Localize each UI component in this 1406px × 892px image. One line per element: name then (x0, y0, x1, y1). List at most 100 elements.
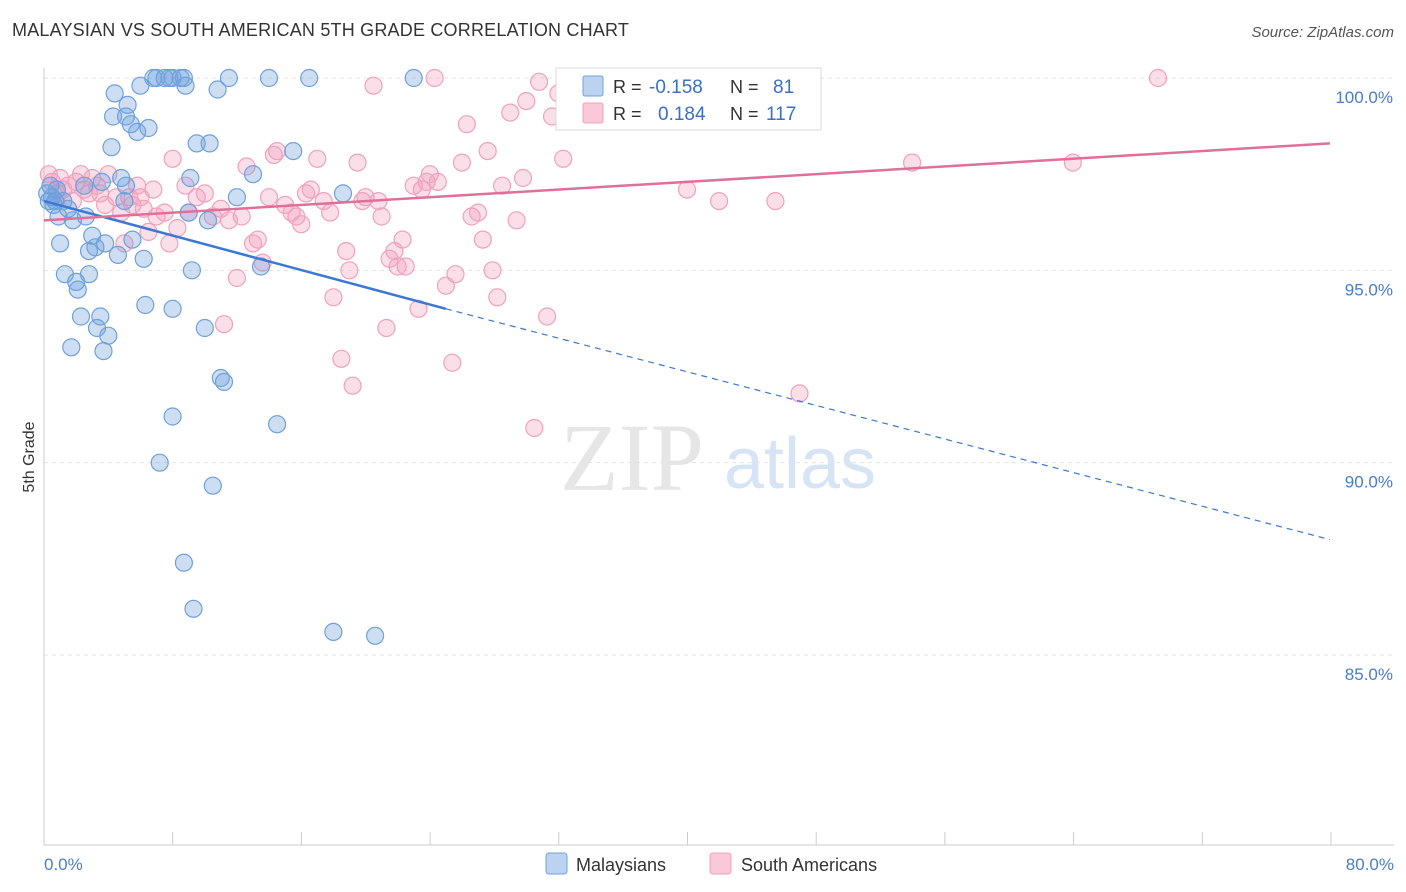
bottom-legend-swatch-malaysians (545, 852, 568, 875)
point-malaysians (259, 68, 279, 88)
point-south-americans (446, 265, 465, 284)
point-malaysians (243, 165, 263, 184)
point-malaysians (404, 68, 423, 88)
point-south-americans (324, 288, 343, 307)
point-malaysians (92, 172, 112, 191)
point-south-americans (248, 230, 267, 249)
legend-box-swatch-south-americans (582, 102, 604, 124)
axes (43, 68, 1394, 846)
legend-box: R = -0.158 N = 81 R = 0.184 N = 117 (555, 67, 822, 131)
y-tick-label: 95.0% (1345, 280, 1393, 299)
point-south-americans (452, 153, 471, 172)
point-south-americans (468, 203, 488, 222)
y-axis-label: 5th Grade (21, 421, 38, 492)
point-malaysians (139, 118, 158, 138)
point-south-americans (396, 257, 415, 276)
point-south-americans (428, 172, 447, 191)
point-south-americans (321, 203, 340, 222)
point-south-americans (709, 192, 729, 211)
trend-line-south-americans (43, 142, 1331, 222)
point-malaysians (116, 176, 136, 195)
legend-n-label-1: N = (730, 77, 759, 97)
point-malaysians (105, 84, 124, 103)
point-malaysians (163, 407, 182, 426)
point-malaysians (95, 234, 115, 253)
point-malaysians (184, 599, 203, 618)
point-south-americans (343, 376, 362, 395)
point-malaysians (324, 622, 343, 642)
point-south-americans (214, 315, 234, 334)
point-malaysians (75, 176, 94, 195)
point-malaysians (91, 307, 110, 326)
watermark: ZIP atlas (560, 404, 876, 511)
point-south-americans (393, 230, 412, 249)
point-south-americans (766, 192, 785, 211)
point-malaysians (219, 68, 238, 88)
point-malaysians (366, 626, 385, 645)
point-malaysians (333, 184, 353, 203)
point-malaysians (115, 192, 134, 211)
point-south-americans (513, 168, 533, 188)
bottom-legend-swatch-south-americans (709, 852, 732, 875)
point-malaysians (195, 318, 214, 338)
point-malaysians (47, 180, 67, 199)
point-malaysians (176, 76, 195, 95)
point-south-americans (372, 207, 391, 226)
point-south-americans (473, 230, 492, 249)
point-south-americans (517, 91, 536, 111)
point-south-americans (168, 218, 187, 238)
point-south-americans (488, 288, 507, 307)
point-south-americans (529, 72, 549, 91)
source-label: Source: ZipAtlas.com (1251, 24, 1394, 41)
point-south-americans (902, 153, 922, 172)
point-malaysians (79, 265, 99, 284)
point-malaysians (103, 107, 123, 126)
y-tick-label: 90.0% (1345, 473, 1393, 492)
y-tick-label: 85.0% (1345, 665, 1393, 684)
point-south-americans (227, 268, 246, 288)
point-south-americans (443, 353, 462, 372)
point-malaysians (181, 168, 200, 188)
point-malaysians (94, 342, 113, 361)
point-south-americans (195, 184, 214, 203)
legend-r-value-2: 0.184 (658, 104, 706, 125)
point-south-americans (554, 149, 573, 168)
x-tick-label-max: 80.0% (1346, 855, 1394, 874)
point-south-americans (525, 418, 544, 438)
point-malaysians (227, 188, 246, 207)
point-malaysians (71, 307, 91, 326)
legend-r-value-1: -0.158 (649, 77, 703, 98)
point-malaysians (128, 122, 147, 141)
point-south-americans (314, 192, 333, 211)
point-malaysians (99, 326, 118, 345)
point-south-americans (377, 318, 396, 338)
bottom-legend-label-south-americans: South Americans (741, 855, 877, 875)
bottom-legend-label-malaysians: Malaysians (576, 855, 666, 875)
bottom-legend: Malaysians South Americans (545, 852, 877, 875)
point-south-americans (364, 76, 383, 95)
point-malaysians (284, 142, 303, 161)
point-south-americans (259, 188, 279, 207)
point-malaysians (102, 138, 121, 157)
point-malaysians (50, 234, 70, 253)
series-malaysians (38, 68, 423, 645)
point-south-americans (232, 207, 251, 226)
point-south-americans (340, 261, 359, 280)
x-ticks (43, 832, 1332, 845)
point-malaysians (203, 476, 222, 495)
point-malaysians (62, 338, 81, 357)
point-south-americans (71, 165, 91, 184)
point-south-americans (332, 349, 351, 368)
point-south-americans (507, 211, 526, 230)
point-south-americans (501, 103, 520, 122)
point-south-americans (537, 307, 557, 326)
series-south-americans (39, 68, 1168, 438)
point-malaysians (86, 238, 105, 257)
point-south-americans (1063, 153, 1082, 172)
legend-box-swatch-malaysians (582, 75, 604, 97)
trend-line-malaysians-extrapolated (445, 308, 1331, 541)
legend-n-value-1: 81 (773, 77, 794, 98)
point-south-americans (493, 176, 512, 195)
point-malaysians (214, 372, 234, 391)
point-south-americans (1148, 68, 1168, 88)
